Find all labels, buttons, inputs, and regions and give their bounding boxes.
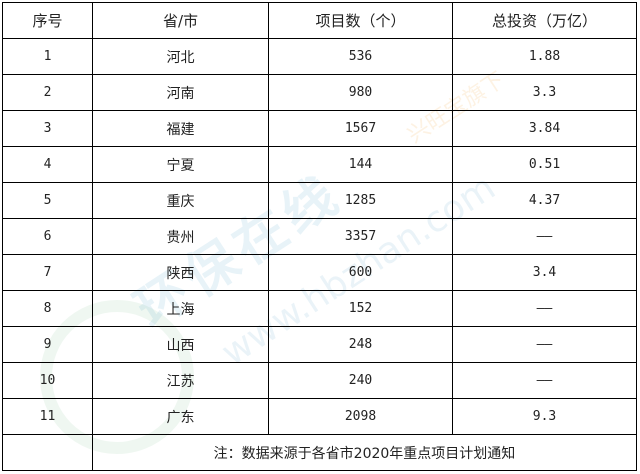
cell-project-count: 3357 [268,218,453,255]
cell-province: 广东 [92,398,269,435]
cell-index: 6 [2,218,93,255]
cell-project-count: 536 [268,38,453,75]
cell-province: 河北 [92,38,269,75]
cell-province: 陕西 [92,254,269,291]
table-row: 10 江苏 240 —— [2,362,637,399]
cell-project-count: 240 [268,362,453,399]
cell-project-count: 248 [268,326,453,363]
cell-investment: —— [452,362,637,399]
cell-index: 2 [2,74,93,111]
table-row: 9 山西 248 —— [2,326,637,363]
cell-project-count: 980 [268,74,453,111]
cell-investment: —— [452,290,637,327]
cell-investment: —— [452,326,637,363]
cell-investment: 3.4 [452,254,637,291]
cell-index: 4 [2,146,93,183]
cell-project-count: 152 [268,290,453,327]
header-row: 序号 省/市 项目数（个） 总投资（万亿） [2,2,637,39]
cell-investment: 1.88 [452,38,637,75]
cell-province: 福建 [92,110,269,147]
cell-project-count: 144 [268,146,453,183]
note-row: 注：数据来源于各省市2020年重点项目计划通知 [2,434,637,471]
cell-investment: 3.84 [452,110,637,147]
cell-province: 宁夏 [92,146,269,183]
cell-investment: 9.3 [452,398,637,435]
table-row: 3 福建 1567 3.84 [2,110,637,147]
table-row: 8 上海 152 —— [2,290,637,327]
table-row: 1 河北 536 1.88 [2,38,637,75]
note-empty-cell [2,434,93,471]
header-index: 序号 [2,2,93,39]
cell-project-count: 2098 [268,398,453,435]
cell-index: 10 [2,362,93,399]
cell-project-count: 600 [268,254,453,291]
table-row: 4 宁夏 144 0.51 [2,146,637,183]
cell-project-count: 1285 [268,182,453,219]
cell-index: 9 [2,326,93,363]
header-investment: 总投资（万亿） [452,2,637,39]
table-row: 11 广东 2098 9.3 [2,398,637,435]
cell-index: 1 [2,38,93,75]
cell-province: 上海 [92,290,269,327]
table-row: 7 陕西 600 3.4 [2,254,637,291]
cell-province: 山西 [92,326,269,363]
cell-investment: —— [452,218,637,255]
cell-investment: 0.51 [452,146,637,183]
cell-province: 河南 [92,74,269,111]
note: 注：数据来源于各省市2020年重点项目计划通知 [92,434,637,471]
table-row: 5 重庆 1285 4.37 [2,182,637,219]
table-row: 6 贵州 3357 —— [2,218,637,255]
table-row: 2 河南 980 3.3 [2,74,637,111]
cell-investment: 4.37 [452,182,637,219]
cell-province: 贵州 [92,218,269,255]
cell-index: 8 [2,290,93,327]
cell-province: 重庆 [92,182,269,219]
cell-index: 7 [2,254,93,291]
cell-project-count: 1567 [268,110,453,147]
header-project-count: 项目数（个） [268,2,453,39]
cell-index: 11 [2,398,93,435]
cell-index: 5 [2,182,93,219]
header-province: 省/市 [92,2,269,39]
cell-investment: 3.3 [452,74,637,111]
cell-index: 3 [2,110,93,147]
cell-province: 江苏 [92,362,269,399]
